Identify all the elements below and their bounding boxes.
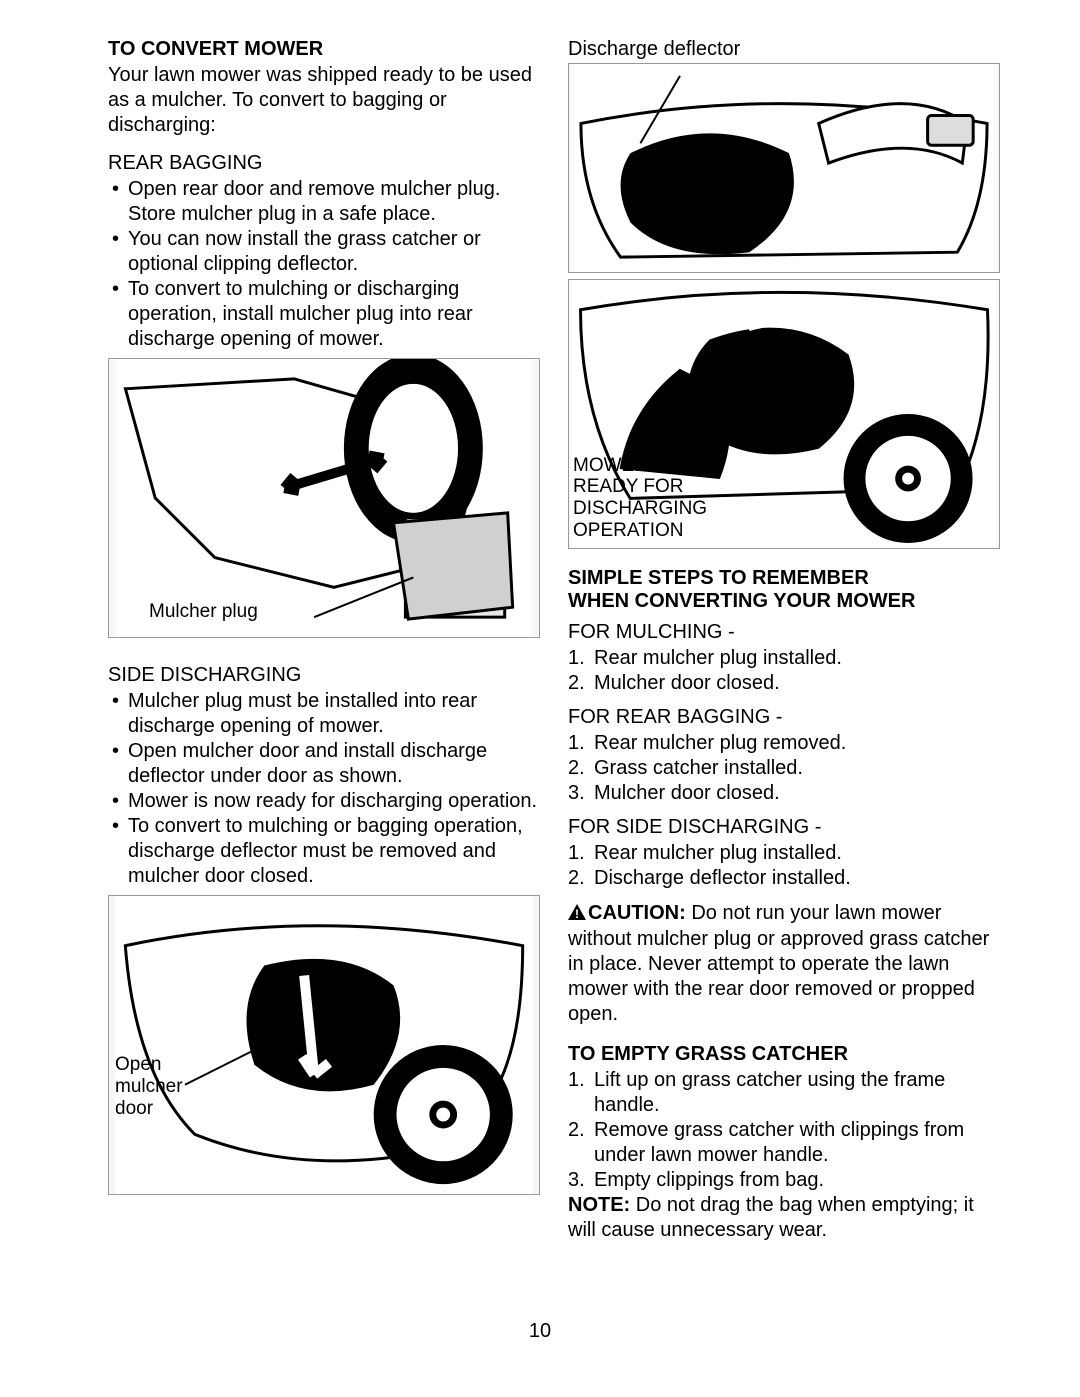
figure-label-open-mulcher-door: Open mulcher door [115,1054,195,1120]
side-discharging-list: Mulcher plug must be installed into rear… [108,689,540,889]
subheading-rear-bagging: REAR BAGGING [108,152,540,175]
svg-text:!: ! [575,907,579,920]
list-item: Rear mulcher plug installed. [568,646,1000,671]
note-label: NOTE: [568,1194,630,1216]
for-mulching-list: Rear mulcher plug installed. Mulcher doo… [568,646,1000,696]
list-item: Mower is now ready for discharging opera… [108,789,540,814]
empty-grass-catcher-list: Lift up on grass catcher using the frame… [568,1068,1000,1193]
mulcher-plug-illustration-svg [109,359,539,637]
page-content: TO CONVERT MOWER Your lawn mower was shi… [0,0,1080,1283]
heading-empty-grass-catcher: TO EMPTY GRASS CATCHER [568,1043,1000,1066]
subheading-for-mulching: FOR MULCHING - [568,621,1000,644]
list-item: Rear mulcher plug removed. [568,731,1000,756]
subheading-for-rear-bagging: FOR REAR BAGGING - [568,706,1000,729]
left-column: TO CONVERT MOWER Your lawn mower was shi… [108,38,540,1243]
figure-mulcher-plug: Mulcher plug [108,358,540,638]
page-number: 10 [529,1320,551,1343]
discharge-deflector-illustration-svg [569,64,999,272]
subheading-side-discharging: SIDE DISCHARGING [108,664,540,687]
list-item: Open mulcher door and install discharge … [108,739,540,789]
figure-open-mulcher-door: Open mulcher door [108,895,540,1195]
list-item: To convert to mulching or bagging operat… [108,814,540,889]
subheading-for-side-discharging: FOR SIDE DISCHARGING - [568,816,1000,839]
figure-label-mower-ready: MOWER IS NOW READY FOR DISCHARGING OPERA… [573,455,723,542]
list-item: Discharge deflector installed. [568,866,1000,891]
list-item: You can now install the grass catcher or… [108,227,540,277]
open-mulcher-door-illustration-svg [109,896,539,1194]
list-item: Mulcher door closed. [568,781,1000,806]
list-item: To convert to mulching or discharging op… [108,277,540,352]
list-item: Open rear door and remove mulcher plug. … [108,177,540,227]
figure-mower-ready: MOWER IS NOW READY FOR DISCHARGING OPERA… [568,279,1000,549]
list-item: Remove grass catcher with clippings from… [568,1118,1000,1168]
list-item: Lift up on grass catcher using the frame… [568,1068,1000,1118]
list-item: Rear mulcher plug installed. [568,841,1000,866]
figure-caption-discharge-deflector: Discharge deflector [568,38,1000,61]
figure-label-mulcher-plug: Mulcher plug [149,601,258,623]
list-item: Grass catcher installed. [568,756,1000,781]
list-item: Empty clippings from bag. [568,1168,1000,1193]
rear-bagging-list: Open rear door and remove mulcher plug. … [108,177,540,352]
figure-discharge-deflector [568,63,1000,273]
right-column: Discharge deflector [568,38,1000,1243]
intro-text: Your lawn mower was shipped ready to be … [108,63,540,138]
list-item: Mulcher door closed. [568,671,1000,696]
heading-simple-steps-a: SIMPLE STEPS TO REMEMBER [568,567,1000,590]
list-item: Mulcher plug must be installed into rear… [108,689,540,739]
for-side-discharging-list: Rear mulcher plug installed. Discharge d… [568,841,1000,891]
heading-convert-mower: TO CONVERT MOWER [108,38,540,61]
caution-paragraph: ! CAUTION: Do not run your lawn mower wi… [568,901,1000,1027]
warning-icon: ! [568,902,586,927]
note-paragraph: NOTE: Do not drag the bag when emptying;… [568,1193,1000,1243]
for-rear-bagging-list: Rear mulcher plug removed. Grass catcher… [568,731,1000,806]
heading-simple-steps-b: WHEN CONVERTING YOUR MOWER [568,590,1000,613]
caution-label: CAUTION: [588,902,686,924]
